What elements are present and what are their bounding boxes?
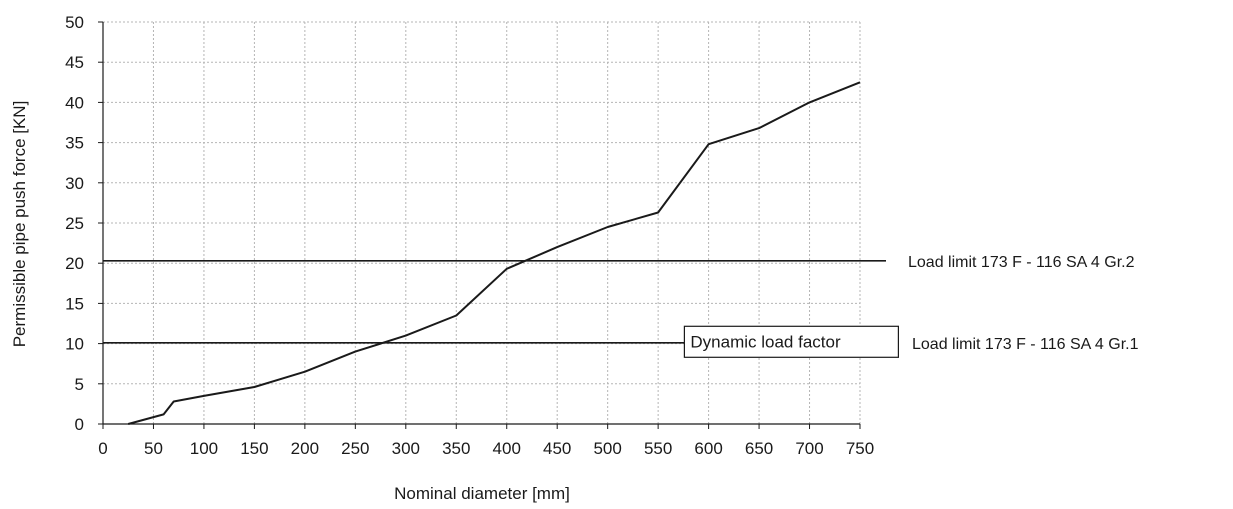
x-tick-label: 350 — [442, 439, 470, 458]
y-tick-labels: 0 5 10 15 20 25 30 35 40 45 50 — [65, 13, 84, 434]
x-tick-label: 150 — [240, 439, 268, 458]
grid — [103, 21, 861, 424]
y-tick-label: 45 — [65, 53, 84, 72]
y-tick-label: 5 — [75, 375, 84, 394]
axes — [98, 21, 861, 429]
y-tick-label: 15 — [65, 294, 84, 313]
series-line — [127, 81, 861, 425]
y-tick-label: 20 — [65, 254, 84, 273]
x-tick-label: 650 — [745, 439, 773, 458]
x-tick-label: 200 — [291, 439, 319, 458]
load-limit-label: Load limit 173 F - 116 SA 4 Gr.2 — [908, 254, 1135, 271]
annotation-label: Dynamic load factor — [690, 332, 841, 351]
x-tick-label: 300 — [392, 439, 420, 458]
y-tick-label: 35 — [65, 134, 84, 153]
x-tick-label: 400 — [493, 439, 521, 458]
x-tick-label: 700 — [795, 439, 823, 458]
x-tick-label: 50 — [144, 439, 163, 458]
x-axis-title: Nominal diameter [mm] — [394, 484, 570, 503]
x-tick-labels: 0 50 100 150 200 250 300 350 400 450 500 550 600 650 7… — [98, 439, 874, 458]
load-limit-label: Load limit 173 F - 116 SA 4 Gr.1 — [912, 336, 1139, 353]
y-tick-label: 25 — [65, 214, 84, 233]
annotation-box — [683, 325, 899, 358]
y-tick-label: 40 — [65, 93, 84, 112]
y-tick-label: 50 — [65, 13, 84, 32]
x-tick-label: 100 — [190, 439, 218, 458]
x-tick-label: 750 — [846, 439, 874, 458]
y-tick-label: 0 — [75, 415, 84, 434]
annotation-layer: Dynamic load factor — [683, 325, 899, 358]
y-tick-label: 30 — [65, 174, 84, 193]
x-tick-label: 500 — [593, 439, 621, 458]
x-tick-label: 0 — [98, 439, 107, 458]
y-tick-label: 10 — [65, 335, 84, 354]
y-axis-title: Permissible pipe push force [KN] — [10, 101, 29, 348]
x-tick-label: 600 — [694, 439, 722, 458]
x-tick-label: 250 — [341, 439, 369, 458]
series-layer — [127, 81, 861, 425]
x-tick-label: 550 — [644, 439, 672, 458]
x-tick-label: 450 — [543, 439, 571, 458]
